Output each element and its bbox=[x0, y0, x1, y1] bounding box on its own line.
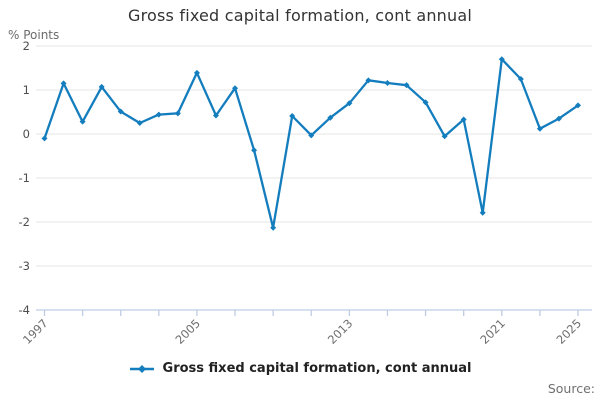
source-note: Source: bbox=[547, 381, 595, 396]
y-tick-label: 1 bbox=[23, 83, 30, 97]
y-tick-label: 2 bbox=[23, 39, 30, 53]
legend-item[interactable]: Gross fixed capital formation, cont annu… bbox=[129, 361, 472, 376]
data-point-marker bbox=[555, 115, 562, 122]
data-point-marker bbox=[98, 83, 105, 90]
data-point-marker bbox=[117, 108, 124, 115]
x-tick-label: 2013 bbox=[325, 316, 356, 347]
data-point-marker bbox=[270, 224, 277, 231]
y-tick-label: -4 bbox=[19, 303, 30, 317]
x-tick-label: 2005 bbox=[172, 316, 203, 347]
data-point-marker bbox=[517, 76, 524, 82]
data-point-marker bbox=[251, 147, 258, 154]
data-point-marker bbox=[479, 209, 486, 216]
data-point-marker bbox=[384, 79, 391, 86]
data-point-marker bbox=[41, 135, 48, 142]
data-point-marker bbox=[174, 110, 181, 117]
data-point-marker bbox=[308, 132, 315, 139]
data-point-marker bbox=[289, 112, 296, 119]
data-point-marker bbox=[575, 102, 581, 109]
legend: Gross fixed capital formation, cont annu… bbox=[0, 361, 600, 376]
data-point-marker bbox=[60, 80, 67, 87]
legend-item-label: Gross fixed capital formation, cont annu… bbox=[162, 361, 472, 376]
chart-title: Gross fixed capital formation, cont annu… bbox=[127, 6, 473, 25]
data-point-marker bbox=[79, 118, 86, 125]
data-point-marker bbox=[327, 114, 334, 121]
data-point-marker bbox=[212, 112, 219, 119]
y-tick-label: -3 bbox=[19, 259, 30, 273]
data-point-marker bbox=[460, 116, 467, 123]
data-point-marker bbox=[365, 77, 372, 84]
data-point-marker bbox=[498, 56, 505, 63]
data-point-marker bbox=[441, 133, 448, 140]
y-tick-label: -1 bbox=[19, 171, 30, 185]
data-point-marker bbox=[422, 99, 429, 106]
data-point-marker bbox=[136, 120, 143, 126]
x-tick-label: 2025 bbox=[554, 316, 585, 347]
y-tick-label: -2 bbox=[19, 215, 30, 229]
y-axis-title: % Points bbox=[8, 28, 60, 42]
legend-line-marker-icon bbox=[129, 364, 154, 373]
series-line bbox=[43, 58, 580, 229]
data-point-marker bbox=[346, 100, 353, 107]
x-tick-label: 1997 bbox=[20, 316, 51, 347]
data-point-marker bbox=[193, 69, 200, 76]
data-point-marker bbox=[155, 111, 162, 118]
data-point-marker bbox=[403, 82, 410, 89]
data-point-marker bbox=[232, 85, 239, 92]
data-point-marker bbox=[536, 125, 543, 132]
y-tick-label: 0 bbox=[23, 127, 30, 141]
x-tick-label: 2021 bbox=[477, 316, 508, 347]
